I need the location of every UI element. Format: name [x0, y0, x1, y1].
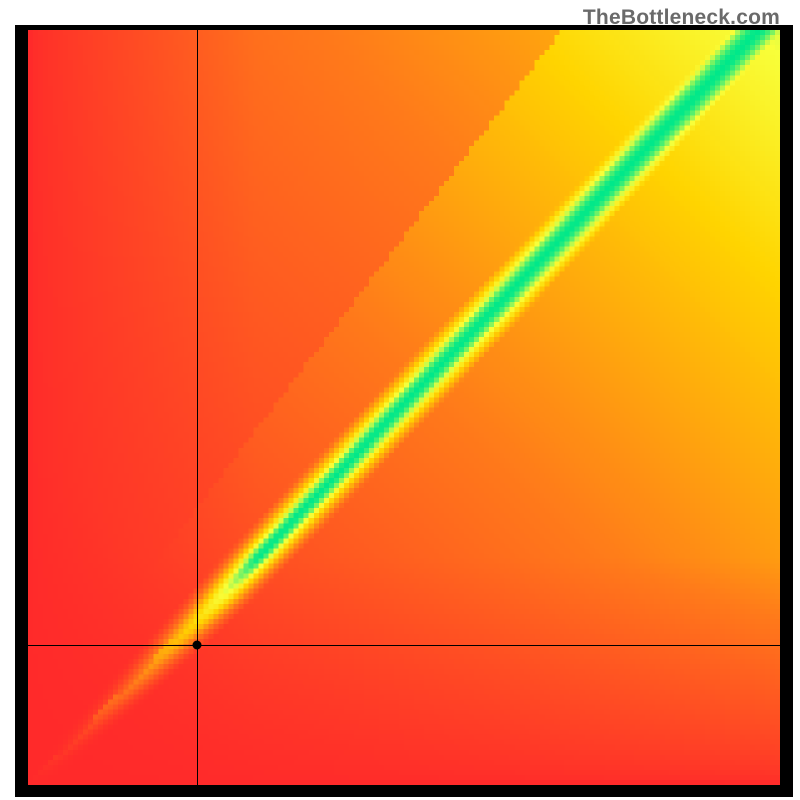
crosshair-vertical — [197, 30, 198, 785]
chart-container: TheBottleneck.com — [0, 0, 800, 800]
crosshair-horizontal — [28, 645, 780, 646]
bottleneck-heatmap — [28, 30, 780, 785]
watermark-text: TheBottleneck.com — [583, 6, 780, 30]
operating-point-marker — [193, 641, 202, 650]
